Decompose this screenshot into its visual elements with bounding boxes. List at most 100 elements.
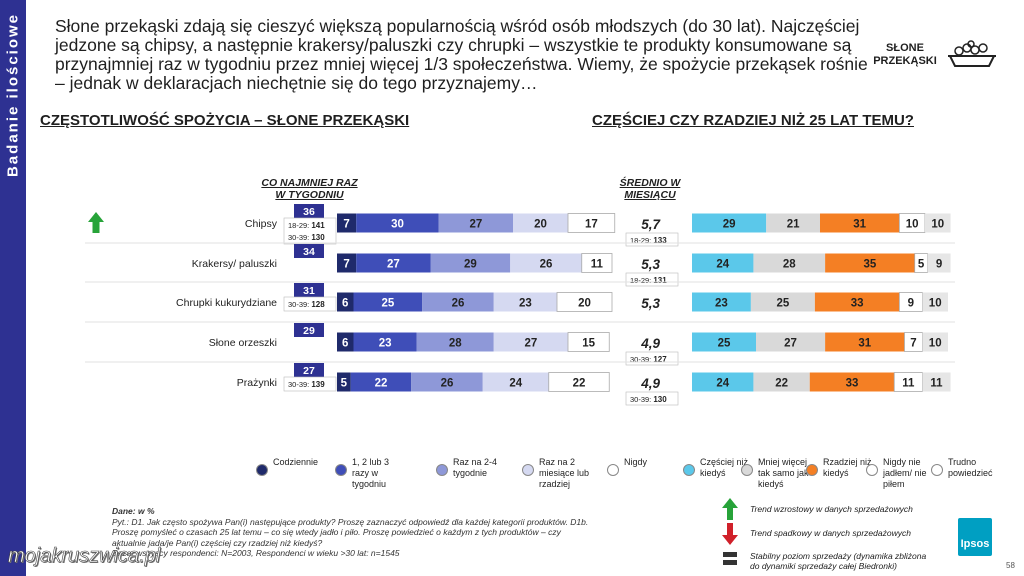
monthly-subgroup-box xyxy=(625,272,679,287)
comparison-bar-segment xyxy=(898,292,923,312)
comparison-bar-segment xyxy=(692,253,754,273)
frequency-bar-label: 26 xyxy=(441,378,454,390)
comparison-bar-segment xyxy=(753,372,810,392)
comparison-bar-label: 33 xyxy=(846,378,859,390)
weekly-subgroup-label: 18-29: 141 xyxy=(288,221,325,230)
frequency-bar-segment xyxy=(337,253,357,273)
comparison-bar-segment xyxy=(750,292,815,312)
frequency-bar-segment xyxy=(350,372,412,392)
comparison-bar-label: 7 xyxy=(910,338,916,350)
legend-label: Nigdy xyxy=(624,457,648,467)
legend-label: Codziennie xyxy=(273,457,319,467)
weekly-subgroup-box xyxy=(283,217,337,245)
frequency-bar-segment xyxy=(353,332,417,352)
snack-bowl-icon xyxy=(948,40,996,67)
frequency-bar-segment xyxy=(430,253,511,273)
frequency-bar-label: 7 xyxy=(343,259,349,271)
monthly-average-value: 5,7 xyxy=(641,217,661,232)
weekly-total-box xyxy=(294,244,324,258)
trend-down-icon xyxy=(722,523,738,545)
comparison-bar-segment xyxy=(904,332,923,352)
badge-line2: PRZEKĄSKI xyxy=(873,55,937,67)
frequency-bar-segment xyxy=(493,332,568,352)
comparison-bar-segment xyxy=(927,253,951,273)
comparison-bar-label: 10 xyxy=(929,338,942,350)
comparison-bar-segment xyxy=(692,292,751,312)
comparison-bar-segment xyxy=(820,213,900,233)
frequency-bar-segment xyxy=(567,213,616,233)
monthly-subgroup-label: 30-39: 130 xyxy=(630,395,667,404)
comparison-bar-label: 10 xyxy=(929,298,942,310)
section-title-comparison: CZĘŚCIEJ CZY RZADZIEJ NIŻ 25 LAT TEMU? xyxy=(592,112,914,129)
frequency-bar-segment xyxy=(356,213,439,233)
comparison-bar-segment xyxy=(825,332,905,352)
comparison-bar-label: 35 xyxy=(864,259,877,271)
frequency-bar-segment xyxy=(556,292,613,312)
trend-up-icon xyxy=(722,498,738,520)
trend-stable-label-line1: Stabilny poziom sprzedaży (dynamika zbli… xyxy=(750,551,927,561)
frequency-bar-label: 6 xyxy=(342,338,348,350)
frequency-bar-label: 30 xyxy=(391,219,404,231)
weekly-total-value: 29 xyxy=(303,325,315,337)
trend-up-icon xyxy=(88,212,104,233)
sidebar: Badanie ilościowe xyxy=(0,0,26,576)
notes-data: Dane: w % xyxy=(112,506,155,516)
legend-swatch xyxy=(741,464,753,476)
comparison-bar-label: 28 xyxy=(783,259,796,271)
legend-label: Raz na 2 miesiące lub rzadziej xyxy=(539,457,590,489)
comparison-bar-segment xyxy=(922,372,951,392)
comparison-bar-segment xyxy=(893,372,923,392)
monthly-subgroup-label: 30-39: 127 xyxy=(630,355,667,364)
frequency-bar-label: 26 xyxy=(540,259,553,271)
comparison-bar-label: 23 xyxy=(715,298,728,310)
frequency-bar-label: 28 xyxy=(449,338,462,350)
frequency-bar-segment xyxy=(567,332,610,352)
column-header-monthly-line2: MIESIĄCU xyxy=(624,189,676,201)
frequency-bar-label: 22 xyxy=(375,378,388,390)
comparison-bar-label: 29 xyxy=(723,219,736,231)
headline: Słone przekąski zdają się cieszyć większ… xyxy=(55,16,868,93)
comparison-bar-segment xyxy=(753,253,826,273)
comparison-bar-label: 11 xyxy=(902,378,915,390)
frequency-bar-label: 23 xyxy=(379,338,392,350)
frequency-bar-label: 7 xyxy=(343,219,349,231)
comparison-bar-segment xyxy=(692,332,756,352)
frequency-bar-label: 27 xyxy=(524,338,537,350)
badge-line1: SŁONE xyxy=(886,42,924,54)
frequency-bar-segment xyxy=(548,372,610,392)
comparison-bar-segment xyxy=(756,332,826,352)
legend-swatch xyxy=(522,464,534,476)
comparison-bar-label: 5 xyxy=(918,259,925,271)
legend-label: Mniej więcej tak samo jak kiedyś xyxy=(758,457,809,489)
frequency-bar-label: 23 xyxy=(519,298,532,310)
legend-label: 1, 2 lub 3 razy w tygodniu xyxy=(352,457,390,489)
frequency-bar-label: 24 xyxy=(509,378,522,390)
legend-label: Nigdy nie jadłem/ nie piłem xyxy=(883,457,927,489)
frequency-bar-label: 20 xyxy=(578,298,591,310)
monthly-subgroup-label: 18-29: 133 xyxy=(630,236,667,245)
notes-question: Pyt.: D1. Jak często spożywa Pan(i) nast… xyxy=(112,516,589,527)
comparison-bar-label: 10 xyxy=(906,219,919,231)
comparison-bar-segment xyxy=(914,253,928,273)
weekly-total-box xyxy=(294,323,324,337)
notes: Dane: w % Pyt.: D1. Jak często spożywa P… xyxy=(112,506,652,559)
frequency-bar-segment xyxy=(411,372,483,392)
monthly-average-value: 5,3 xyxy=(641,257,660,272)
comparison-bar-label: 25 xyxy=(718,338,731,350)
frequency-bar-label: 25 xyxy=(381,298,394,310)
weekly-total-value: 27 xyxy=(303,365,315,377)
frequency-bar-segment xyxy=(337,213,357,233)
frequency-bar-label: 20 xyxy=(534,219,547,231)
comparison-bar-segment xyxy=(922,332,948,352)
frequency-bar-label: 27 xyxy=(387,259,400,271)
comparison-bar-label: 27 xyxy=(784,338,797,350)
weekly-total-value: 36 xyxy=(303,206,315,218)
monthly-subgroup-label: 18-29: 131 xyxy=(630,276,667,285)
comparison-bar-label: 25 xyxy=(776,298,789,310)
trend-down-label: Trend spadkowy w danych sprzedażowych xyxy=(750,528,911,538)
legend-label: Rzadziej niż kiedyś xyxy=(823,457,872,478)
monthly-average-value: 5,3 xyxy=(641,296,660,311)
frequency-bar-label: 11 xyxy=(591,259,604,271)
frequency-bar-segment xyxy=(581,253,613,273)
